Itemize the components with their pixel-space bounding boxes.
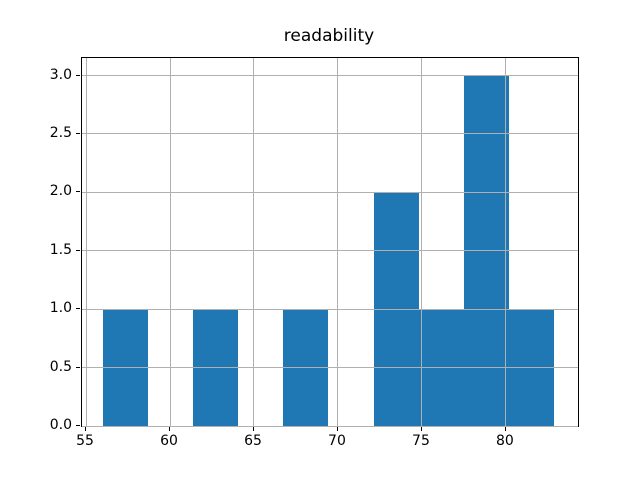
x-tick [420,427,422,431]
x-tick [504,427,506,431]
x-tick [336,427,338,431]
y-tick [76,425,80,426]
y-tick [76,74,80,76]
y-tick-label: 2.5 [49,124,72,141]
chart-title: readability [283,26,375,46]
x-tick [169,427,170,431]
x-tick [85,427,87,431]
x-tick-label: 55 [76,433,94,449]
y-tick-label: 0.0 [49,417,72,433]
y-tick [76,132,80,134]
x-tick-label: 80 [496,433,514,449]
x-tick-label: 70 [328,433,346,449]
gridline-x [253,58,255,426]
y-tick [76,191,80,193]
gridline-y [82,308,578,310]
grid-layer [82,58,578,427]
gridline-x [337,58,339,426]
y-tick [76,366,80,368]
gridline-y [82,75,578,77]
y-tick-label: 1.5 [49,241,72,258]
gridline-x [421,58,423,426]
gridline-x [505,58,507,426]
plot-area [81,57,579,427]
gridline-y [82,250,578,252]
gridline-y [82,191,578,193]
y-tick-label: 3.0 [49,66,72,83]
gridline-x [169,58,171,426]
gridline-y [82,367,578,369]
x-tick [252,427,254,431]
y-tick-label: 0.5 [49,358,72,375]
y-tick [76,308,80,310]
y-tick-label: 2.0 [49,183,72,200]
y-tick-label: 1.0 [49,300,72,317]
y-tick [76,249,80,251]
x-tick-label: 60 [160,433,178,449]
x-tick-label: 65 [244,433,262,449]
gridline-y [82,133,578,135]
gridline-x [85,58,87,426]
gridline-y [82,425,578,427]
x-tick-label: 75 [412,433,430,449]
